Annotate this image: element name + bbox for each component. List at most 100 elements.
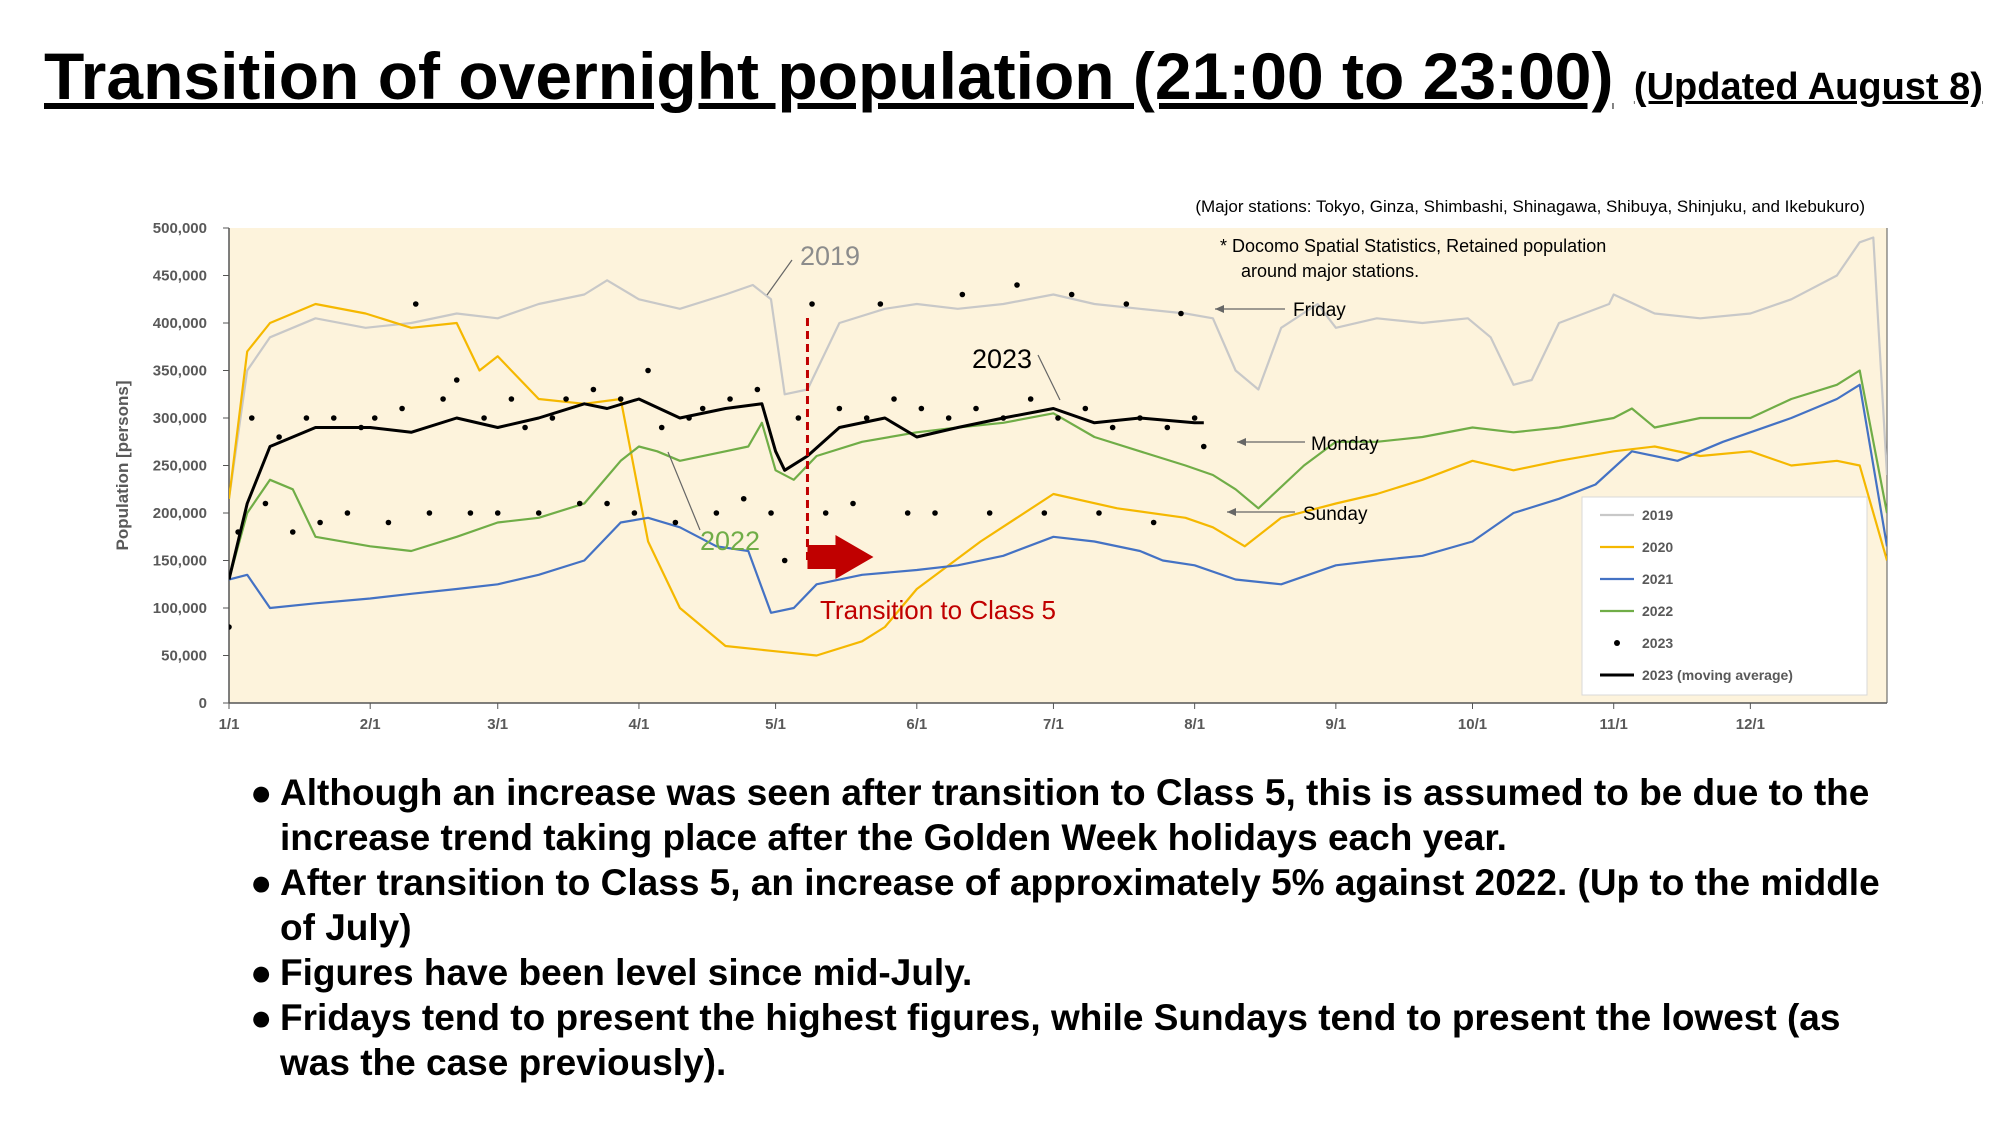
legend-label: 2019 [1642,507,1673,523]
data-point-2023 [986,510,993,516]
x-tick-label: 12/1 [1736,716,1765,733]
x-tick-label: 11/1 [1600,716,1628,733]
data-point-2023 [1082,405,1089,412]
data-point-2023 [385,519,392,526]
data-point-2023 [453,377,460,383]
data-point-2023 [317,519,323,526]
x-tick-label: 6/1 [906,716,927,733]
data-point-2023 [508,396,515,402]
series-line-2019 [229,236,1887,499]
data-point-2023 [1027,396,1034,402]
y-tick-label: 400,000 [153,315,207,332]
data-point-2023 [658,424,665,431]
data-point-2023 [1150,519,1157,526]
data-point-2023 [1068,291,1075,298]
data-point-2023 [399,405,405,412]
data-point-2023 [229,624,232,630]
y-tick-label: 300,000 [153,410,207,427]
data-point-2023 [576,500,583,507]
data-point-2023 [1014,282,1020,288]
data-point-2023 [344,510,351,516]
data-point-2023 [412,301,419,307]
data-point-2023 [549,415,556,421]
data-point-2023 [1164,424,1171,431]
transition-arrow-icon [807,535,874,579]
bullet-list: ● Although an increase was seen after tr… [250,770,1900,1085]
bullet-icon: ● [250,772,273,813]
annotation-monday: Monday [1311,434,1379,455]
annotation-2019: 2019 [800,241,860,271]
data-point-2023 [235,529,241,535]
population-chart: 0 50,000 100,000 150,000 200,000 250,000 300,0… [113,197,1888,733]
data-point-2023 [1055,415,1061,421]
data-point-2023 [262,500,269,507]
x-tick-label: 1/1 [219,716,240,733]
friday-arrow-icon-head [1215,305,1224,313]
data-point-2023 [631,510,638,516]
y-axis-label: Population [persons] [113,381,132,551]
data-point-2023 [959,291,966,298]
bullet-item: ● After transition to Class 5, an increa… [250,860,1900,950]
data-point-2023 [727,396,733,402]
y-tick-label: 150,000 [153,553,207,570]
leader-line-2019 [766,259,793,296]
legend-label: 2021 [1642,571,1673,587]
annotation-friday: Friday [1293,300,1346,321]
source-note: * Docomo Spatial Statistics, Retained po… [1220,236,1606,256]
x-tick-label: 9/1 [1325,716,1346,733]
slide-title: Transition of overnight population (21:0… [44,39,1614,113]
annotation-sunday: Sunday [1303,504,1368,525]
legend-label: 2020 [1642,539,1673,555]
data-point-2023 [371,415,378,421]
leader-line-2022 [667,451,701,531]
legend-box [1581,496,1868,696]
legend-swatch-2023-dot [1614,640,1620,646]
data-point-2023 [945,415,952,421]
data-point-2023 [1178,310,1184,317]
x-tick-label: 8/1 [1184,716,1205,733]
data-point-2023 [1000,415,1007,421]
slide-title-bar: Transition of overnight population (21:0… [44,38,1983,114]
legend-label: 2023 (moving average) [1642,667,1793,683]
data-point-2023 [440,396,446,402]
monday-arrow-icon-head [1237,438,1246,446]
data-point-2023 [494,510,501,516]
data-point-2023 [358,424,364,431]
data-point-2023 [904,510,911,516]
bullet-icon: ● [250,862,273,903]
data-point-2023 [863,415,870,421]
bullet-text: After transition to Class 5, an increase… [280,862,1880,948]
bullet-text: Although an increase was seen after tran… [280,772,1870,858]
bullet-text: Fridays tend to present the highest figu… [280,997,1841,1083]
bullet-icon: ● [250,997,273,1038]
data-point-2023 [822,510,829,516]
legend-label: 2022 [1642,603,1673,619]
data-point-2023 [467,510,474,516]
y-tick-label: 100,000 [153,600,207,617]
data-point-2023 [303,415,310,421]
data-point-2023 [768,510,774,516]
data-point-2023 [1041,510,1048,516]
data-point-2023 [809,301,815,307]
data-point-2023 [645,367,651,374]
update-note: (Updated August 8) [1633,66,1983,108]
x-tick-label: 3/1 [487,716,508,733]
data-point-2023 [686,415,692,421]
chart-subtitle: (Major stations: Tokyo, Ginza, Shimbashi… [1195,197,1865,216]
data-point-2023 [1096,510,1102,516]
data-point-2023 [781,557,788,564]
data-point-2023 [289,529,296,535]
data-point-2023 [1137,415,1143,421]
y-tick-label: 500,000 [153,220,207,237]
y-tick-label: 450,000 [153,268,207,285]
x-tick-label: 4/1 [629,716,650,733]
data-point-2023 [1109,424,1116,431]
data-point-2023 [590,386,597,393]
leader-line-2023 [1037,354,1061,401]
data-point-2023 [1200,443,1207,450]
annotation-2023: 2023 [972,344,1032,374]
x-tick-label: 2/1 [360,716,381,733]
data-point-2023 [672,519,679,526]
data-point-2023 [1123,301,1130,307]
sunday-arrow-icon-head [1227,508,1236,516]
